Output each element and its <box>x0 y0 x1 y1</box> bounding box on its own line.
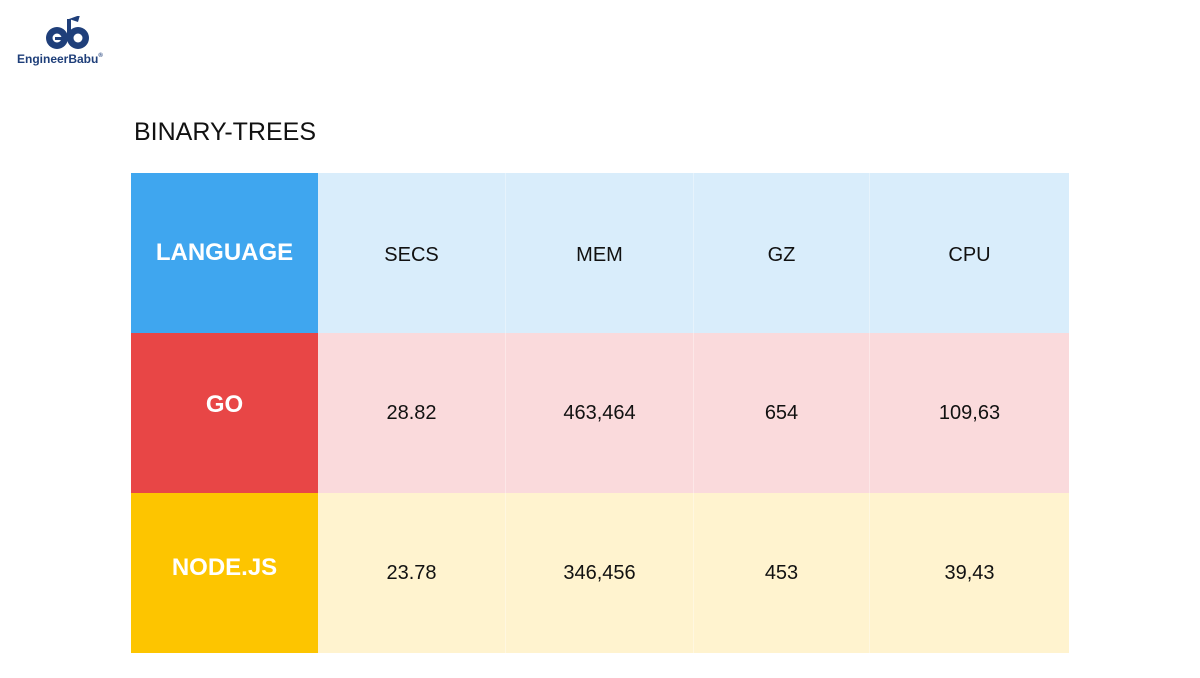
table-header-row: LANGUAGE SECS MEM GZ CPU <box>131 173 1069 333</box>
cell-nodejs-mem: 346,456 <box>506 493 694 653</box>
column-header-language: LANGUAGE <box>131 173 318 333</box>
column-header-gz: GZ <box>694 173 870 333</box>
table-row: NODE.JS 23.78 346,456 453 39,43 <box>131 493 1069 653</box>
column-header-cpu: CPU <box>870 173 1069 333</box>
chart-title: BINARY-TREES <box>134 118 317 146</box>
comparison-table: LANGUAGE SECS MEM GZ CPU GO 28.82 463,46… <box>131 173 1069 653</box>
brand-logo-text: EngineerBabu® <box>17 52 103 66</box>
cell-go-mem: 463,464 <box>506 333 694 493</box>
row-label-go: GO <box>131 333 318 493</box>
eb-logo-icon <box>46 16 89 49</box>
cell-nodejs-gz: 453 <box>694 493 870 653</box>
cell-go-secs: 28.82 <box>318 333 506 493</box>
cell-nodejs-secs: 23.78 <box>318 493 506 653</box>
column-header-secs: SECS <box>318 173 506 333</box>
cell-nodejs-cpu: 39,43 <box>870 493 1069 653</box>
cell-go-gz: 654 <box>694 333 870 493</box>
row-label-nodejs: NODE.JS <box>131 493 318 653</box>
table-row: GO 28.82 463,464 654 109,63 <box>131 333 1069 493</box>
column-header-mem: MEM <box>506 173 694 333</box>
cell-go-cpu: 109,63 <box>870 333 1069 493</box>
brand-logo: EngineerBabu® <box>14 14 124 70</box>
